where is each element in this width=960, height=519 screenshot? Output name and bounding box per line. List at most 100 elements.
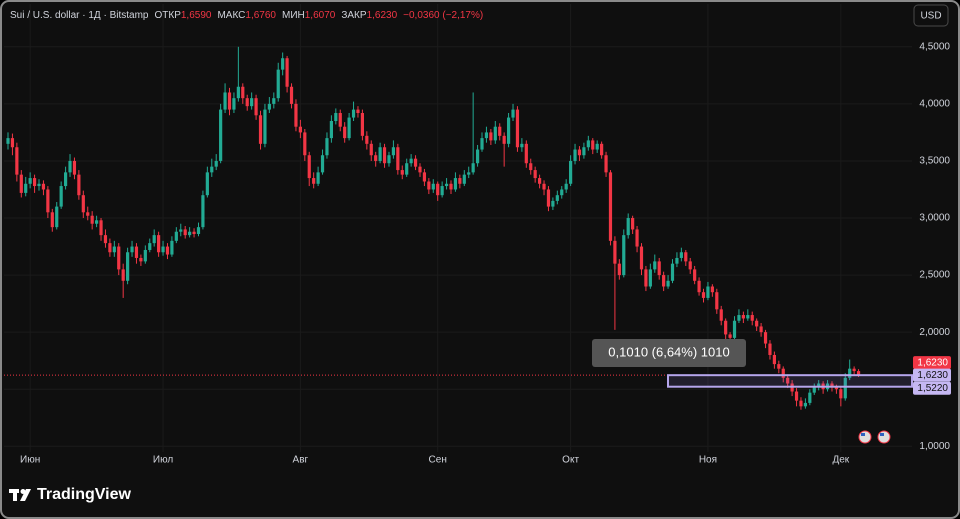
candle-body: [648, 269, 652, 287]
change: −0,0360 (−2,17%): [403, 10, 483, 21]
measure-tag-label: 1,5220: [917, 383, 948, 394]
candle-body: [409, 158, 413, 164]
candle-body: [86, 212, 90, 216]
y-tick-label: 4,0000: [919, 99, 950, 110]
candle-body: [285, 58, 289, 87]
candle-body: [852, 368, 856, 372]
candle-body: [258, 115, 263, 144]
candle-body: [316, 172, 320, 184]
candle-body: [564, 183, 568, 190]
flag-part: [880, 433, 884, 436]
candle-body: [90, 215, 94, 224]
event-icon[interactable]: [877, 430, 891, 444]
candle-body: [117, 246, 121, 270]
candle-body: [515, 109, 520, 148]
candle-body: [524, 143, 528, 164]
candle-body: [462, 174, 466, 184]
candle-body: [843, 377, 847, 399]
candle-body: [724, 320, 728, 335]
candle-body: [484, 132, 489, 139]
candle-body: [613, 240, 617, 264]
candle-body: [46, 189, 50, 213]
logo-part: [20, 489, 31, 501]
candle-body: [679, 252, 683, 258]
y-tick-label: 4,5000: [919, 41, 950, 52]
candle-body: [196, 227, 201, 234]
y-tick-label: 1,0000: [919, 441, 950, 452]
candle-body: [839, 389, 843, 399]
candle-body: [272, 98, 276, 104]
candle-body: [803, 402, 807, 407]
currency-button[interactable]: [913, 4, 949, 27]
header: Sui / U.S. dollar · 1Д · Bitstamp ОТКР1,6…: [10, 10, 483, 21]
candle-body: [746, 315, 750, 319]
candle-body: [37, 183, 41, 187]
candle-body: [538, 178, 542, 184]
measure-tag: [913, 381, 951, 395]
candle-body: [148, 243, 152, 250]
candle-body: [480, 138, 484, 150]
candle-body: [675, 257, 679, 264]
x-tick-label: Июл: [153, 455, 173, 466]
candle-body: [666, 280, 670, 287]
candle-body: [427, 181, 431, 190]
candle-body: [157, 235, 161, 253]
candle-body: [95, 220, 99, 224]
candle-body: [19, 174, 23, 193]
candle-body: [276, 69, 280, 99]
candle-body: [422, 172, 427, 182]
candle-body: [626, 218, 630, 236]
candle-body: [188, 231, 192, 236]
candle-body: [405, 163, 409, 175]
candle-body: [343, 126, 347, 139]
candle-body: [400, 170, 404, 175]
x-tick-label: Окт: [562, 455, 579, 466]
candle-body: [28, 178, 32, 184]
measure-tag: [913, 368, 951, 382]
candle-body: [10, 138, 15, 148]
candle-body: [334, 113, 338, 121]
candle-body: [320, 155, 325, 173]
candle-body: [59, 186, 63, 207]
measure-tooltip: [592, 339, 746, 367]
candle-body: [68, 160, 72, 173]
ohlc-value: 1,6230: [367, 10, 398, 21]
ohlc-value: 1,6590: [181, 10, 212, 21]
measure-range: [667, 374, 913, 388]
candle-body: [710, 286, 714, 293]
candle-body: [99, 220, 103, 236]
candle-body: [223, 92, 227, 110]
price-tag-label: 1,6230: [917, 357, 948, 368]
y-tick-label: 3,5000: [919, 156, 950, 167]
currency[interactable]: USD: [920, 11, 941, 22]
candle-body: [688, 261, 692, 270]
candle-body: [210, 166, 214, 173]
candle-body: [369, 143, 373, 156]
candle-body: [165, 246, 170, 255]
candle-body: [219, 109, 223, 161]
candle-body: [617, 263, 621, 276]
candle-body: [693, 269, 697, 281]
event-icon[interactable]: [858, 430, 872, 444]
flag-part: [861, 433, 865, 436]
candle-body: [134, 246, 139, 258]
candle-body: [440, 186, 444, 196]
candle-body: [245, 98, 249, 107]
y-tick-label: 2,5000: [919, 270, 950, 281]
candle-body: [356, 109, 360, 114]
candle-body: [768, 343, 772, 355]
candle-body: [281, 58, 285, 70]
x-tick-label: Июн: [20, 455, 40, 466]
candle-body: [413, 158, 418, 167]
candle-body: [653, 261, 657, 270]
candle-body: [139, 257, 143, 262]
candle-body: [289, 86, 294, 104]
candle-body: [267, 103, 271, 110]
candle-body: [546, 189, 551, 207]
x-tick-label: Авг: [293, 455, 309, 466]
candle-body: [32, 178, 37, 187]
candle-body: [387, 155, 391, 164]
ohlc-value: 1,6760: [245, 10, 276, 21]
candle-body: [644, 269, 648, 287]
